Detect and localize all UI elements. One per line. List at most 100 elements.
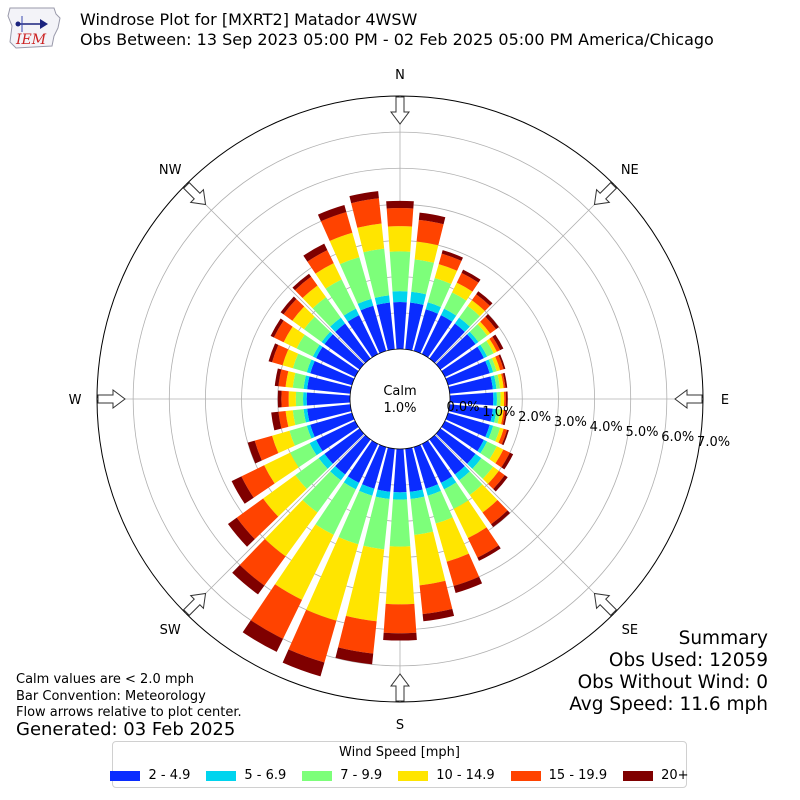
wind-bar-segment bbox=[452, 282, 473, 301]
wind-bar-segment bbox=[405, 447, 423, 492]
wind-bar-segment bbox=[275, 524, 334, 600]
legend-item: 7 - 9.9 bbox=[302, 768, 382, 783]
flow-arrow bbox=[182, 181, 207, 206]
wind-bar-segment bbox=[485, 314, 499, 330]
wind-bar-segment bbox=[316, 420, 359, 452]
legend-label: 20+ bbox=[661, 768, 689, 783]
wind-bar-segment bbox=[441, 420, 484, 452]
legend-label: 5 - 6.9 bbox=[244, 768, 287, 783]
wind-bar-segment bbox=[306, 424, 315, 439]
wind-bar-segment bbox=[247, 440, 262, 464]
radial-tick-label: 1.0% bbox=[482, 405, 515, 420]
title-line-1: Windrose Plot for [MXRT2] Matador 4WSW bbox=[80, 10, 418, 29]
wind-bar-segment bbox=[414, 531, 446, 586]
wind-bar-segment bbox=[497, 409, 504, 425]
wind-bar-segment bbox=[306, 537, 359, 621]
wind-bar-segment bbox=[472, 458, 494, 479]
wind-bar-segment bbox=[385, 546, 415, 605]
wind-bar-segment bbox=[242, 620, 284, 652]
wind-bar-segment bbox=[338, 490, 373, 545]
wind-bar-segment bbox=[490, 510, 511, 528]
wind-bar-segment bbox=[502, 410, 508, 426]
flow-arrow-shape bbox=[390, 96, 410, 125]
radial-tick-label: 7.0% bbox=[697, 435, 730, 450]
flow-arrow bbox=[593, 181, 618, 206]
wind-bar-segment bbox=[307, 376, 352, 394]
flow-arrow-shape bbox=[182, 181, 207, 206]
grid-spoke bbox=[435, 184, 615, 364]
wind-bar-segment bbox=[325, 279, 356, 316]
wind-bar-segment bbox=[231, 476, 254, 504]
wind-bar-segment bbox=[453, 500, 487, 539]
radial-tick-label: 5.0% bbox=[625, 425, 658, 440]
wind-bar-segment bbox=[309, 439, 323, 456]
wind-bar-segment bbox=[335, 647, 374, 665]
wind-bar-segment bbox=[295, 391, 304, 407]
wind-bar-segment bbox=[329, 232, 360, 265]
wind-bar-segment bbox=[444, 292, 467, 316]
wind-bar-segment bbox=[312, 297, 341, 327]
wind-bar-segment bbox=[429, 434, 465, 475]
wind-bar-segment bbox=[410, 496, 434, 535]
wind-bar-segment bbox=[270, 318, 284, 338]
wind-bar-segment bbox=[277, 390, 282, 408]
legend-label: 2 - 4.9 bbox=[148, 768, 191, 783]
grid-spoke bbox=[435, 434, 615, 614]
wind-bar-segment bbox=[280, 296, 297, 315]
wind-bar-segment bbox=[321, 331, 333, 345]
wind-bar-segment bbox=[359, 484, 375, 496]
wind-bar-segment bbox=[482, 499, 508, 525]
wind-bar-segment bbox=[303, 392, 307, 406]
wind-bar-segment bbox=[292, 273, 312, 291]
wind-bar-segment bbox=[273, 320, 293, 343]
wind-bar-segment bbox=[338, 615, 377, 654]
legend-item: 5 - 6.9 bbox=[206, 768, 286, 783]
wind-bar-segment bbox=[495, 355, 504, 371]
wind-bar-segment bbox=[488, 425, 501, 442]
legend-swatch bbox=[206, 770, 237, 781]
wind-bar-segment bbox=[421, 440, 453, 483]
wind-bar-segment bbox=[500, 391, 505, 407]
flow-arrow-shape bbox=[593, 181, 618, 206]
wind-bar-segment bbox=[376, 302, 395, 351]
wind-bar-segment bbox=[282, 649, 325, 677]
wind-bar-segment bbox=[239, 538, 286, 586]
wind-bar-segment bbox=[494, 374, 501, 389]
chart-title: Windrose Plot for [MXRT2] Matador 4WSW O… bbox=[80, 10, 714, 50]
wind-bars bbox=[227, 191, 514, 677]
flow-arrow bbox=[674, 389, 703, 409]
wind-bar-segment bbox=[492, 334, 504, 351]
wind-bar-segment bbox=[448, 376, 493, 394]
legend-items: 2 - 4.9 5 - 6.9 7 - 9.9 10 - 14.9 15 - 1… bbox=[110, 768, 689, 783]
wind-bar-segment bbox=[413, 444, 438, 489]
grid-spoke bbox=[185, 434, 365, 614]
wind-bar-segment bbox=[416, 219, 444, 246]
wind-bar-segment bbox=[285, 371, 296, 388]
wind-bar-segment bbox=[343, 308, 360, 322]
wind-bar-segment bbox=[501, 452, 514, 470]
wind-bar-segment bbox=[250, 584, 303, 639]
wind-bar-segment bbox=[444, 482, 469, 509]
wind-bar-segment bbox=[315, 263, 342, 289]
wind-bar-segment bbox=[427, 277, 452, 308]
wind-bar-segment bbox=[503, 391, 507, 407]
wind-bar-segment bbox=[278, 411, 289, 429]
wind-bar-segment bbox=[302, 471, 341, 513]
plot-notes: Calm values are < 2.0 mph Bar Convention… bbox=[16, 672, 242, 722]
wind-bar-segment bbox=[434, 264, 458, 284]
wind-bar-segment bbox=[335, 434, 371, 475]
wind-bar-segment bbox=[429, 323, 465, 364]
wind-bar-segment bbox=[489, 336, 501, 352]
wind-bar-segment bbox=[446, 553, 480, 587]
wind-bar-segment bbox=[477, 344, 488, 359]
legend-swatch bbox=[398, 770, 429, 781]
wind-bar-segment bbox=[303, 316, 331, 342]
wind-bar-segment bbox=[292, 372, 306, 389]
wind-bar-segment bbox=[377, 447, 395, 492]
wind-bar-segment bbox=[232, 564, 265, 595]
compass-label: E bbox=[721, 393, 729, 408]
wind-bar-segment bbox=[393, 448, 407, 493]
wind-bar-segment bbox=[482, 466, 499, 484]
wind-bar-segment bbox=[351, 198, 382, 228]
